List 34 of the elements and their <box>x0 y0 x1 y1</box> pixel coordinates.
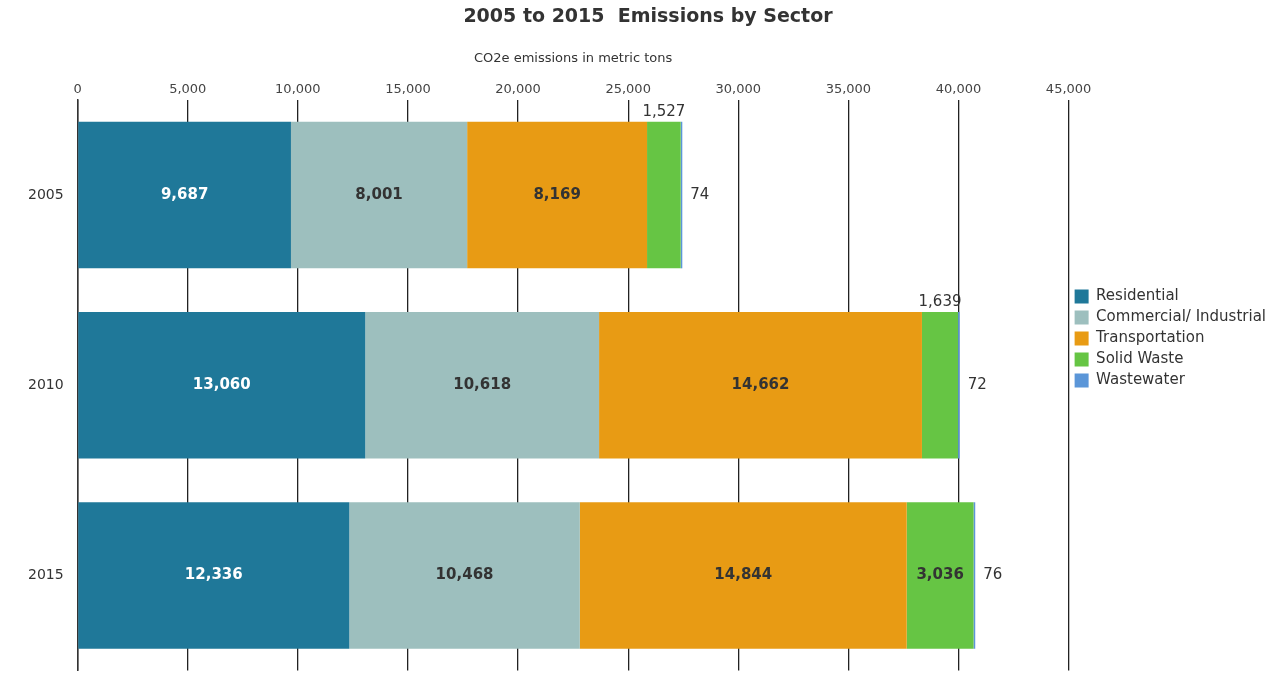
x-tick-label: 40,000 <box>935 80 982 96</box>
data-label: 14,844 <box>714 565 773 584</box>
x-tick-label: 5,000 <box>169 80 207 96</box>
legend-label: Commercial/ Industrial <box>1096 307 1267 326</box>
x-tick-label: 0 <box>73 80 82 96</box>
y-tick-label: 2015 <box>27 566 64 583</box>
legend-label: Residential <box>1096 286 1179 305</box>
legend-label: Transportation <box>1095 328 1205 347</box>
x-tick-label: 30,000 <box>715 80 762 96</box>
data-label: 72 <box>967 375 987 394</box>
y-tick-label: 2010 <box>27 375 64 392</box>
data-label: 10,468 <box>435 565 494 584</box>
chart-title: 2005 to 2015 Emissions by Sector <box>463 4 834 27</box>
x-tick-label: 45,000 <box>1045 80 1092 96</box>
data-label: 74 <box>690 184 710 203</box>
x-tick-label: 10,000 <box>275 80 321 96</box>
x-tick-label: 15,000 <box>385 80 431 96</box>
y-tick-label: 2005 <box>27 185 64 202</box>
x-tick-label: 25,000 <box>605 80 651 96</box>
data-label: 13,060 <box>192 375 251 394</box>
data-label: 10,618 <box>453 375 512 394</box>
data-label: 8,169 <box>533 184 581 203</box>
legend-label: Solid Waste <box>1096 349 1184 368</box>
x-tick-label: 35,000 <box>825 80 872 96</box>
data-label: 9,687 <box>160 184 209 203</box>
data-label: 76 <box>983 565 1003 584</box>
x-axis-title: CO2e emissions in metric tons <box>473 49 673 65</box>
data-label: 8,001 <box>355 184 403 203</box>
data-label: 14,662 <box>731 375 790 394</box>
data-label: 3,036 <box>916 565 964 584</box>
data-label: 1,527 <box>642 101 686 120</box>
x-tick-label: 20,000 <box>495 80 541 96</box>
legend-label: Wastewater <box>1096 370 1186 389</box>
data-label: 12,336 <box>184 565 243 584</box>
